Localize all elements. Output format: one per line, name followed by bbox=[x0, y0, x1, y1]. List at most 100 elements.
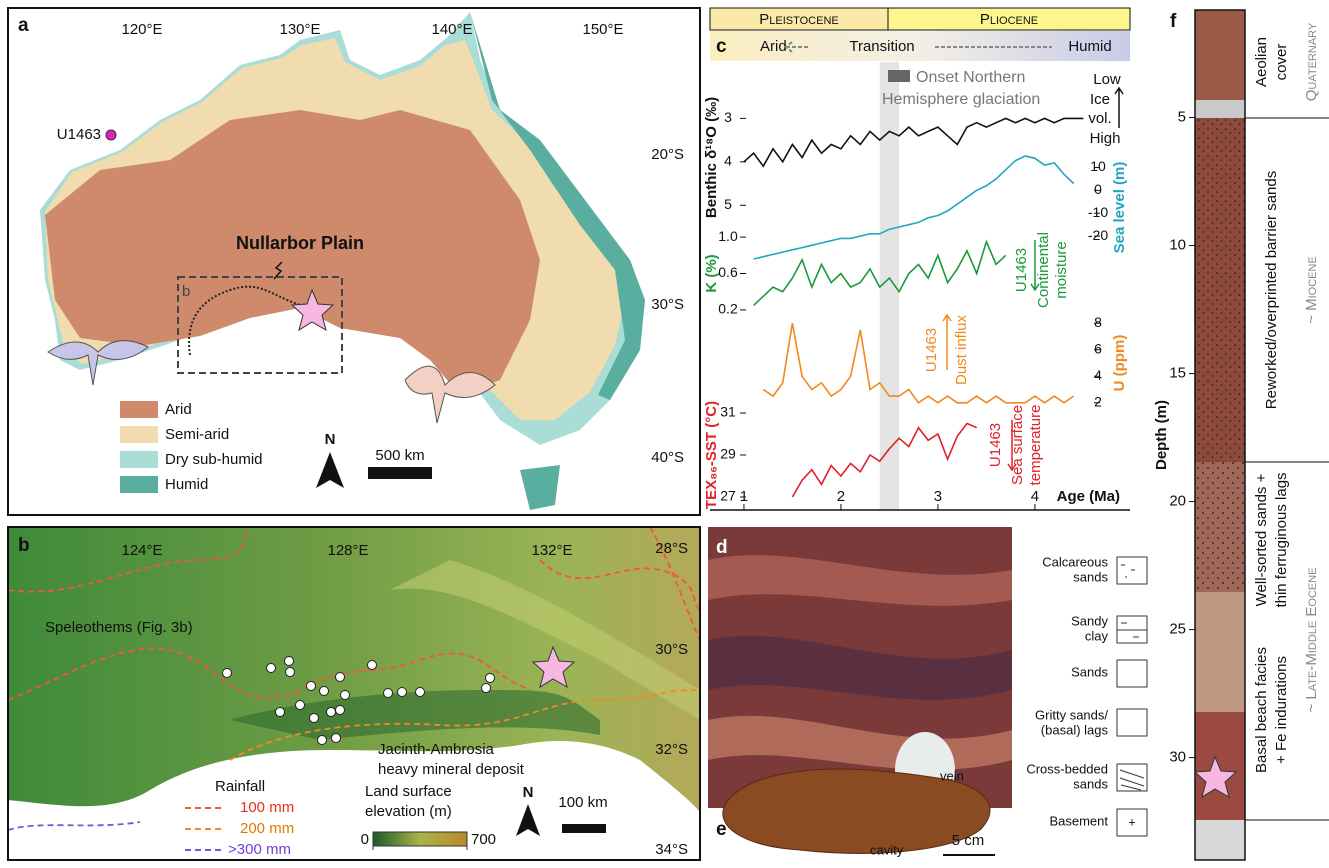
y-tick-label: 31 bbox=[720, 404, 736, 420]
y-tick-label: -20 bbox=[1088, 227, 1108, 243]
unit-label: Well-sorted sands + bbox=[1253, 473, 1270, 606]
legend-label: sands bbox=[1073, 776, 1108, 791]
site bbox=[267, 664, 276, 673]
data-line bbox=[754, 156, 1074, 259]
y-tick-label: 0.2 bbox=[718, 301, 738, 317]
unit-label: Reworked/overprinted barrier sands bbox=[1263, 171, 1280, 409]
y-tick-label: 30 bbox=[1169, 749, 1186, 766]
panel-d: d bbox=[708, 527, 1012, 808]
highlight-band bbox=[880, 62, 899, 510]
age-label: ~ Late-Middle Eocene bbox=[1303, 567, 1320, 712]
lon-label: 120°E bbox=[121, 21, 162, 38]
data-line bbox=[744, 118, 1084, 166]
legend-label: Gritty sands/ bbox=[1035, 707, 1108, 722]
legend-label: >300 mm bbox=[228, 841, 291, 858]
epoch-label: Pleistocene bbox=[759, 11, 839, 28]
y-tick-label: 4 bbox=[1094, 367, 1102, 383]
panel-label: b bbox=[18, 535, 30, 556]
y-tick-label: 27 bbox=[720, 488, 736, 504]
panel-label: a bbox=[18, 15, 29, 36]
annotation: moisture bbox=[1053, 241, 1070, 299]
lon-label: 130°E bbox=[279, 21, 320, 38]
site bbox=[296, 701, 305, 710]
y-axis-label: Sea level (m) bbox=[1111, 162, 1128, 254]
site bbox=[285, 657, 294, 666]
axis-label: Depth (m) bbox=[1153, 400, 1170, 470]
annotation: Continental bbox=[1035, 232, 1052, 308]
regime-label: Arid bbox=[760, 38, 787, 55]
site bbox=[310, 714, 319, 723]
panel-a: a 120°E 130°E 140°E 150°E 20°S 30°S 40°S… bbox=[8, 8, 700, 515]
unit-label: Aeolian bbox=[1253, 37, 1270, 87]
site-marker bbox=[106, 130, 116, 140]
glaciation-key bbox=[888, 70, 910, 82]
site bbox=[416, 688, 425, 697]
panel-c: Pleistocene Pliocene c Arid Transition H… bbox=[703, 8, 1130, 510]
site bbox=[336, 673, 345, 682]
site bbox=[384, 689, 393, 698]
annotation: U1463 bbox=[923, 328, 940, 372]
scale-bar bbox=[562, 824, 606, 833]
y-tick-label: 5 bbox=[724, 196, 732, 212]
layer bbox=[1195, 712, 1245, 820]
lon-label: 124°E bbox=[121, 542, 162, 559]
figure: a 120°E 130°E 140°E 150°E 20°S 30°S 40°S… bbox=[0, 0, 1329, 863]
lat-label: 30°S bbox=[655, 641, 688, 658]
annotation: Speleothems (Fig. 3b) bbox=[45, 619, 193, 636]
place-label: Nullarbor Plain bbox=[236, 233, 364, 253]
y-tick-label: 29 bbox=[720, 446, 736, 462]
legend-label: 100 mm bbox=[240, 799, 294, 816]
y-tick-label: 0.6 bbox=[718, 264, 738, 280]
site bbox=[368, 661, 377, 670]
lat-label: 28°S bbox=[655, 540, 688, 557]
regime-label: Humid bbox=[1068, 38, 1111, 55]
lat-label: 20°S bbox=[651, 146, 684, 163]
unit-label: + Fe indurations bbox=[1273, 656, 1290, 764]
lon-label: 140°E bbox=[431, 21, 472, 38]
legend-label: (basal) lags bbox=[1041, 722, 1109, 737]
annotation: cavity bbox=[870, 842, 904, 857]
data-line bbox=[754, 242, 1006, 306]
annotation: Ice bbox=[1090, 91, 1110, 108]
annotation-group: U1463 Sea surface temperature bbox=[987, 405, 1044, 486]
y-tick-label: 1.0 bbox=[718, 228, 738, 244]
annotation: High bbox=[1090, 130, 1121, 147]
legend-label: sands bbox=[1073, 569, 1108, 584]
layer bbox=[1195, 592, 1245, 712]
panel-b: b 124°E 128°E 132°E 28°S 30°S 32°S 34°S … bbox=[8, 527, 700, 860]
y-tick-label: 0 bbox=[1094, 181, 1102, 197]
lat-label: 30°S bbox=[651, 296, 684, 313]
x-tick-label: 1 bbox=[740, 488, 748, 505]
site bbox=[482, 684, 491, 693]
layer bbox=[1195, 100, 1245, 118]
annotation: U1463 bbox=[987, 423, 1004, 467]
swatch-pattern: + bbox=[1128, 814, 1136, 829]
site bbox=[336, 706, 345, 715]
lon-label: 150°E bbox=[582, 21, 623, 38]
y-tick-label: -10 bbox=[1088, 204, 1108, 220]
y-tick-label: 10 bbox=[1090, 158, 1106, 174]
site bbox=[307, 682, 316, 691]
colorbar-title: elevation (m) bbox=[365, 803, 452, 820]
legend-swatch bbox=[120, 401, 158, 418]
y-tick-label: 20 bbox=[1169, 493, 1186, 510]
scale-bar bbox=[368, 467, 432, 479]
y-tick-label: 8 bbox=[1094, 314, 1102, 330]
regime-label: Transition bbox=[849, 38, 914, 55]
scale-label: 100 km bbox=[558, 794, 607, 811]
y-tick-label: 5 bbox=[1178, 108, 1186, 125]
y-tick-label: 6 bbox=[1094, 340, 1102, 356]
y-tick-label: 4 bbox=[724, 153, 732, 169]
legend-label: Calcareous bbox=[1042, 554, 1108, 569]
arrow bbox=[1115, 88, 1123, 128]
annotation-group: U1463 Continental moisture bbox=[1013, 232, 1070, 308]
legend-swatch bbox=[120, 476, 158, 493]
y-axis-label: TEX₈₆-SST (°C) bbox=[703, 401, 720, 509]
layer bbox=[1195, 462, 1245, 592]
lat-label: 32°S bbox=[655, 741, 688, 758]
panel-label: e bbox=[716, 819, 727, 840]
x-tick-label: 4 bbox=[1031, 488, 1039, 505]
x-axis-label: Age (Ma) bbox=[1057, 488, 1120, 505]
unit-label: cover bbox=[1273, 44, 1290, 81]
lat-label: 34°S bbox=[655, 841, 688, 858]
